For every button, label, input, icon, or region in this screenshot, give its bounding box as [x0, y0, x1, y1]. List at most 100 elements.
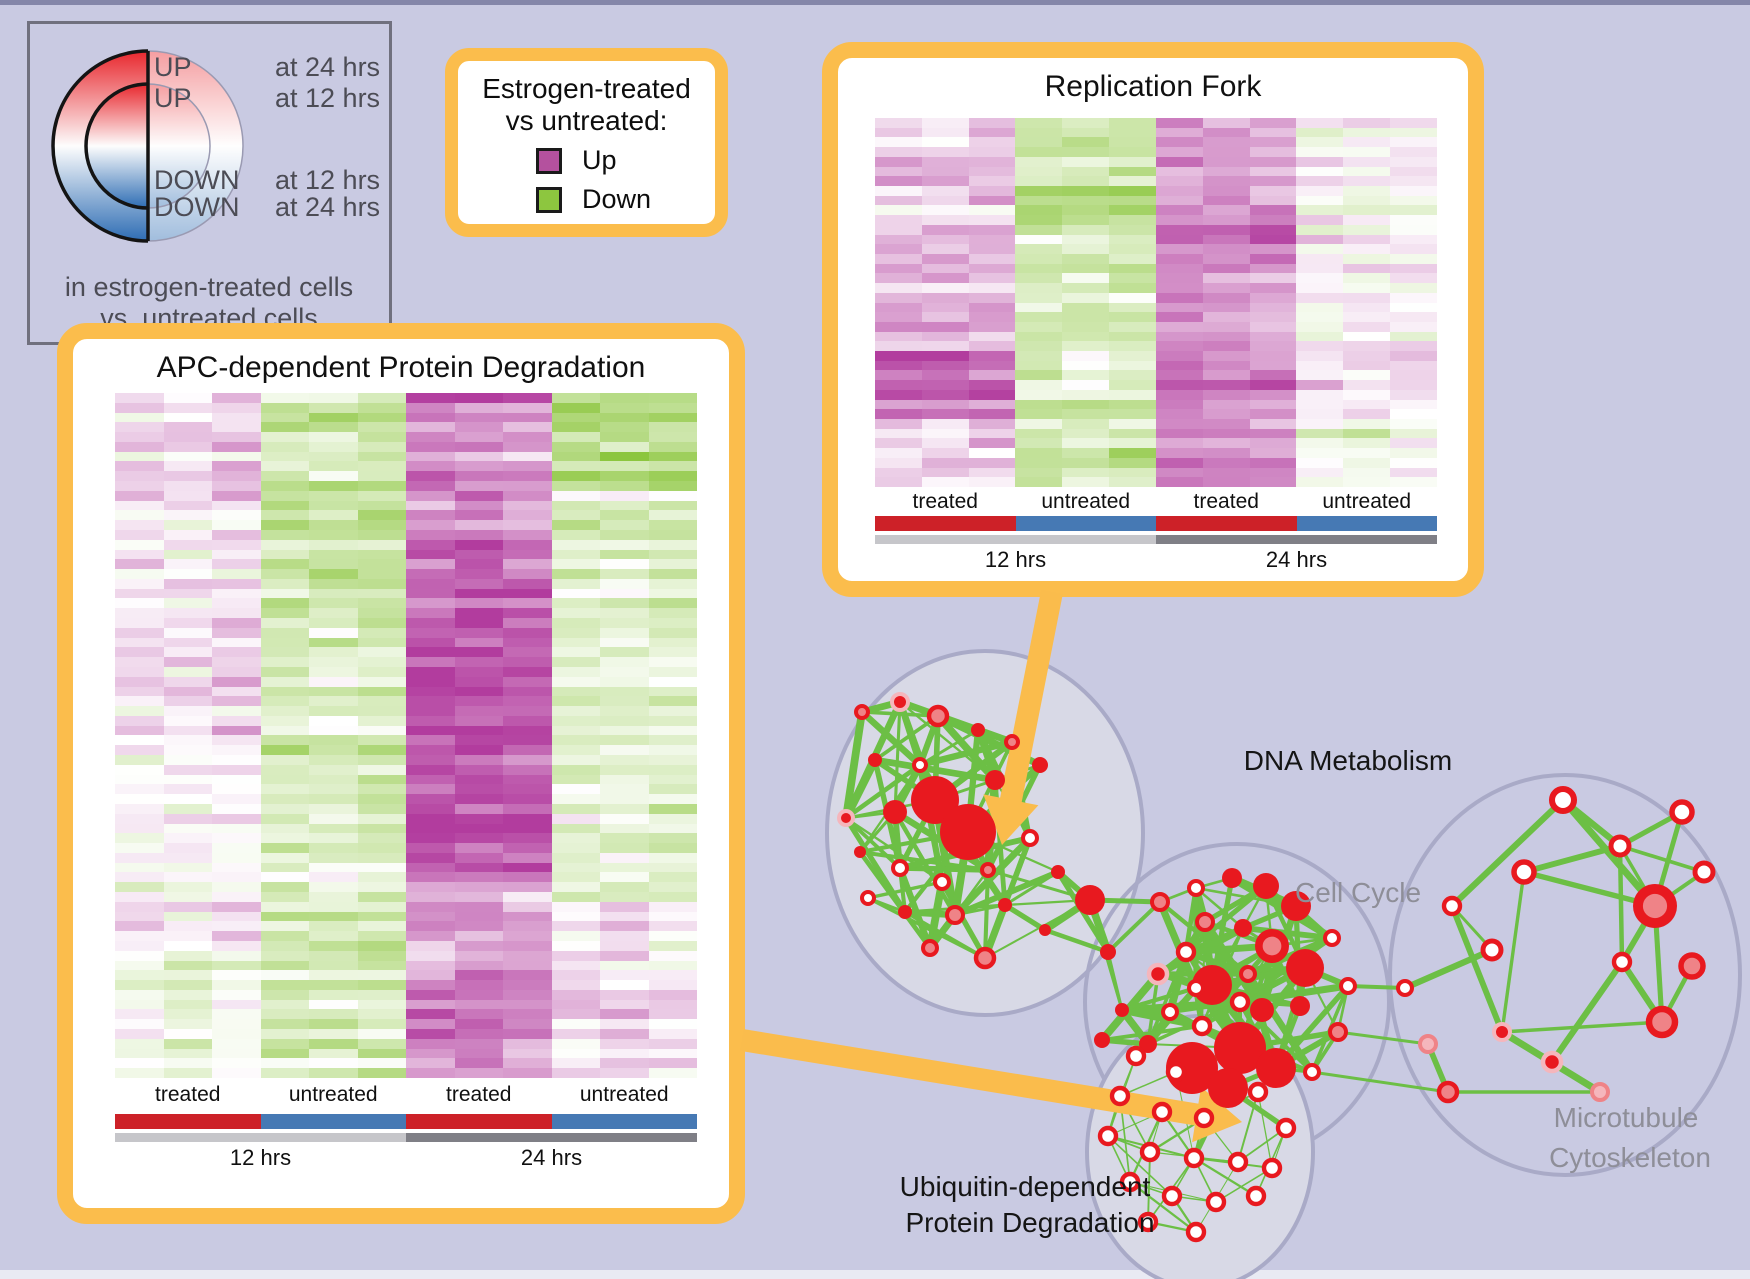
- heatmap-cell: [212, 569, 261, 579]
- heatmap-cell: [968, 467, 1016, 478]
- heatmap-cell: [454, 676, 503, 687]
- network-node: [1436, 1080, 1460, 1104]
- heatmap-cell: [454, 559, 503, 570]
- network-edge: [1560, 797, 1658, 909]
- heatmap-cell: [503, 490, 552, 501]
- heatmap-cell: [357, 989, 406, 1000]
- heatmap-cell: [1109, 389, 1156, 400]
- heatmap-cell: [648, 549, 697, 560]
- heatmap-cell: [648, 520, 697, 530]
- heatmap-cell: [357, 432, 406, 442]
- heatmap-cell: [212, 901, 261, 912]
- heatmap-cell: [1390, 389, 1437, 400]
- color-legend-title-line1: Estrogen-treated: [482, 73, 691, 104]
- heatmap-cell: [454, 666, 503, 677]
- heatmap-cell: [503, 676, 552, 687]
- heatmap-cell: [1155, 477, 1203, 487]
- network-edge: [1523, 869, 1656, 909]
- heatmap-cell: [163, 432, 212, 442]
- network-node: [1245, 1185, 1267, 1207]
- heatmap-cell: [454, 627, 503, 638]
- network-node: [1247, 1081, 1269, 1103]
- heatmap-cell: [551, 539, 600, 550]
- heatmap-cell: [1109, 283, 1156, 293]
- heatmap-cell: [648, 745, 697, 756]
- heatmap-cell: [212, 852, 261, 863]
- network-edge: [874, 756, 996, 784]
- heatmap-cell: [260, 862, 309, 873]
- heatmap-cell: [1343, 224, 1391, 235]
- heatmap-cell: [212, 1029, 261, 1039]
- network-edge: [1107, 1135, 1173, 1197]
- heatmap-cell: [357, 764, 406, 775]
- heatmap-cell: [1155, 205, 1203, 216]
- heatmap-cell: [212, 999, 261, 1010]
- heatmap-cell: [1015, 428, 1063, 439]
- heatmap-cell: [1390, 137, 1437, 148]
- heatmap-cell: [212, 500, 261, 511]
- heatmap-cell: [115, 745, 164, 756]
- heatmap-cell: [551, 647, 600, 658]
- heatmap-cell: [1015, 457, 1063, 468]
- heatmap-cell: [163, 980, 212, 990]
- heatmap-cell: [454, 529, 503, 540]
- heatmap-cell: [921, 312, 969, 322]
- heatmap-cell: [1343, 273, 1391, 284]
- heatmap-cell: [648, 696, 697, 707]
- network-edge: [842, 758, 879, 820]
- heatmap-cell: [1249, 399, 1297, 410]
- network-edge: [919, 738, 1013, 769]
- heatmap-cell: [1249, 137, 1297, 148]
- heatmap-cell: [551, 911, 600, 922]
- heatmap-cell: [1202, 341, 1250, 352]
- heatmap-cell: [968, 409, 1016, 420]
- heatmap-cell: [163, 833, 212, 844]
- heatmap-cell: [968, 360, 1016, 371]
- heatmap-cell: [1249, 467, 1297, 478]
- heatmap-cell: [600, 852, 649, 863]
- heatmap-cell: [406, 647, 455, 658]
- heatmap-cell: [551, 402, 600, 413]
- heatmap-cell: [503, 882, 552, 893]
- heatmap-cell: [600, 1038, 649, 1049]
- heatmap-cell: [1343, 283, 1391, 293]
- heatmap-cell: [1202, 419, 1250, 429]
- heatmap-cell: [406, 657, 455, 667]
- heatmap-cell: [406, 803, 455, 814]
- heatmap-cell: [163, 393, 212, 403]
- heatmap-cell: [115, 1048, 164, 1059]
- time-bar-12hrs: [115, 1133, 406, 1142]
- panel-replication-fork: Replication Fork treated untreated treat…: [822, 42, 1484, 597]
- heatmap-cell: [551, 549, 600, 560]
- heatmap-cell: [163, 843, 212, 853]
- heatmap-cell: [115, 441, 164, 452]
- heatmap-cell: [551, 696, 600, 707]
- heatmap-cell: [1343, 370, 1391, 381]
- heatmap-cell: [921, 419, 969, 429]
- heatmap-cell: [357, 647, 406, 658]
- heatmap-cell: [115, 715, 164, 726]
- heatmap-cell: [454, 794, 503, 804]
- heatmap-cell: [406, 539, 455, 550]
- network-node: [1339, 977, 1357, 995]
- heatmap-cell: [212, 490, 261, 501]
- heatmap-cell: [454, 999, 503, 1010]
- heatmap-cell: [1249, 428, 1297, 439]
- cluster-label: Microtubule: [1554, 1102, 1699, 1133]
- heatmap-cell: [260, 872, 309, 883]
- heatmap-cell: [1390, 195, 1437, 206]
- heatmap-cell: [163, 627, 212, 638]
- heatmap-cell: [1155, 428, 1203, 439]
- heatmap-cell: [115, 500, 164, 511]
- heatmap-cell: [551, 970, 600, 981]
- heatmap-cell: [309, 882, 358, 893]
- heatmap-cell: [309, 422, 358, 433]
- heatmap-cell: [260, 481, 309, 491]
- heatmap-cell: [260, 1019, 309, 1030]
- heatmap-cell: [1343, 302, 1391, 313]
- heatmap-cell: [357, 559, 406, 570]
- heatmap-cell: [260, 931, 309, 941]
- heatmap-cell: [163, 1038, 212, 1049]
- heatmap-cell: [1202, 283, 1250, 293]
- heatmap-cell: [1390, 448, 1437, 458]
